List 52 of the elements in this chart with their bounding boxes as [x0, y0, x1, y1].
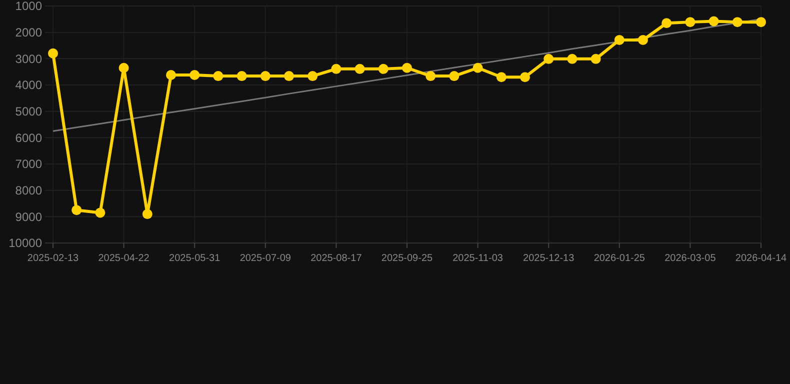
point — [756, 17, 766, 28]
x-tick-label: 2025-07-09 — [240, 253, 292, 264]
point — [732, 17, 742, 28]
y-tick-label: 2000 — [15, 26, 42, 40]
point — [544, 54, 554, 64]
point — [685, 17, 696, 28]
x-tick-label: 2026-01-25 — [594, 253, 646, 264]
point — [331, 64, 342, 74]
y-tick-label: 5000 — [15, 104, 42, 119]
x-tick-label: 2025-05-31 — [169, 253, 221, 264]
point — [72, 205, 82, 216]
y-tick-label: 6000 — [15, 130, 42, 145]
x-tick-label: 2026-04-14 — [735, 253, 788, 264]
x-tick-label: 2025-02-13 — [27, 253, 80, 264]
point — [638, 34, 648, 45]
x-tick-label: 2025-04-22 — [98, 253, 150, 264]
y-tick-label: 1000 — [15, 0, 42, 14]
y-tick-label: 9000 — [15, 210, 42, 224]
point — [213, 71, 224, 82]
y-tick-label: 4000 — [15, 78, 42, 92]
point — [142, 209, 152, 220]
point — [118, 62, 129, 73]
point — [520, 72, 530, 82]
x-tick-label: 2025-09-25 — [381, 253, 434, 264]
point — [496, 72, 506, 82]
point — [308, 71, 318, 82]
point — [260, 71, 270, 82]
point — [378, 64, 388, 74]
x-tick-label: 2025-12-13 — [523, 253, 575, 264]
point — [426, 71, 436, 82]
point — [236, 71, 247, 82]
y-tick-label: 10000 — [8, 236, 42, 250]
point — [662, 18, 672, 28]
point — [354, 64, 365, 74]
point — [166, 70, 176, 80]
x-tick-label: 2026-03-05 — [664, 253, 716, 264]
y-tick-label: 3000 — [15, 52, 42, 66]
point — [190, 70, 200, 80]
x-tick-label: 2025-11-03 — [452, 253, 504, 264]
point — [590, 54, 601, 64]
point — [48, 48, 58, 58]
point — [95, 208, 106, 218]
point — [614, 34, 624, 45]
point — [708, 16, 719, 26]
y-tick-label: 8000 — [15, 184, 42, 198]
point — [472, 62, 483, 73]
point — [449, 71, 460, 82]
point — [567, 54, 578, 64]
point — [402, 62, 412, 73]
y-tick-label: 7000 — [15, 157, 42, 172]
point — [284, 71, 294, 82]
x-tick-label: 2025-08-17 — [310, 253, 362, 264]
